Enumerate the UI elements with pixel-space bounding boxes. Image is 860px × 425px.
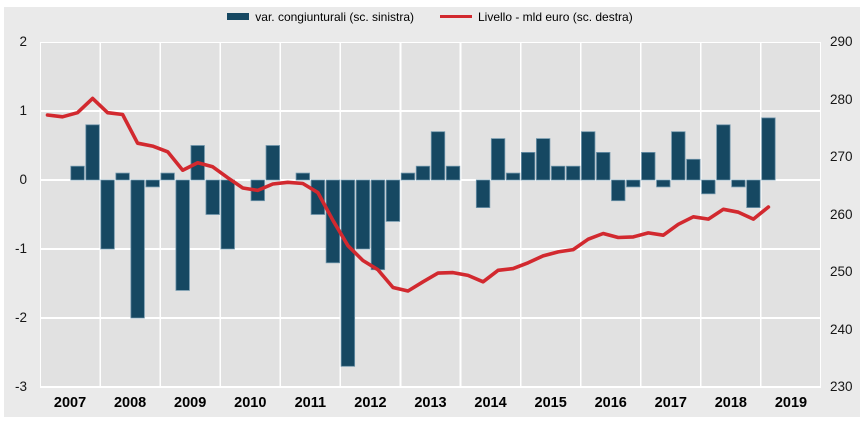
x-axis-year-label: 2011 bbox=[294, 395, 327, 411]
legend: var. congiunturali (sc. sinistra) Livell… bbox=[0, 8, 860, 25]
x-axis-year-label: 2016 bbox=[594, 395, 627, 411]
plot-area bbox=[40, 42, 821, 388]
right-axis-tick: 260 bbox=[830, 206, 853, 222]
qoq-variation-bar bbox=[686, 158, 701, 181]
right-axis-tick: 240 bbox=[830, 321, 853, 337]
x-axis-year-label: 2013 bbox=[414, 395, 447, 411]
qoq-variation-bar bbox=[220, 179, 235, 250]
level-line bbox=[45, 96, 771, 293]
qoq-variation-bar bbox=[205, 179, 220, 215]
legend-line-label: Livello - mld euro (sc. destra) bbox=[478, 9, 633, 24]
x-axis-year-label: 2017 bbox=[654, 395, 687, 411]
qoq-variation-bar bbox=[145, 179, 160, 188]
left-axis-tick: 1 bbox=[19, 103, 27, 118]
right-axis-tick: 290 bbox=[830, 34, 853, 49]
qoq-variation-bar bbox=[355, 179, 371, 250]
x-axis-year-label: 2018 bbox=[714, 395, 747, 411]
qoq-variation-bar bbox=[430, 131, 446, 181]
qoq-variation-bar bbox=[160, 172, 175, 181]
qoq-variation-bar bbox=[310, 179, 326, 215]
qoq-variation-bar bbox=[626, 179, 641, 188]
qoq-variation-bar bbox=[505, 172, 521, 181]
legend-bars-label: var. congiunturali (sc. sinistra) bbox=[255, 9, 414, 24]
qoq-variation-bar bbox=[596, 152, 611, 181]
left-axis-tick: -2 bbox=[14, 310, 27, 325]
x-axis-year-label: 2008 bbox=[113, 395, 147, 411]
qoq-variation-bar bbox=[731, 179, 746, 188]
left-axis-tick: 2 bbox=[19, 34, 27, 49]
right-axis-tick: 250 bbox=[830, 264, 853, 279]
qoq-variation-bar bbox=[445, 165, 461, 181]
qoq-variation-bar bbox=[115, 172, 130, 181]
qoq-variation-bar bbox=[265, 145, 280, 181]
qoq-variation-bar bbox=[641, 152, 656, 181]
qoq-variation-bar bbox=[475, 179, 491, 209]
left-axis-tick: 0 bbox=[19, 172, 27, 187]
legend-item-bars: var. congiunturali (sc. sinistra) bbox=[227, 10, 414, 24]
bar-series-swatch-icon bbox=[227, 13, 250, 20]
qoq-variation-bar bbox=[716, 124, 731, 181]
qoq-variation-bar bbox=[566, 165, 581, 181]
left-axis-tick: -1 bbox=[14, 241, 27, 256]
x-axis-year-label: 2007 bbox=[53, 395, 87, 411]
qoq-variation-bar bbox=[535, 138, 551, 181]
qoq-variation-bar bbox=[581, 131, 596, 181]
x-axis-year-label: 2014 bbox=[474, 395, 507, 411]
qoq-variation-bar bbox=[656, 179, 671, 188]
qoq-variation-bar bbox=[175, 179, 190, 291]
qoq-variation-bar bbox=[490, 138, 506, 181]
qoq-variation-bar bbox=[85, 124, 100, 181]
qoq-variation-bar bbox=[385, 179, 401, 222]
qoq-variation-bar bbox=[701, 179, 716, 195]
x-axis-year-label: 2012 bbox=[354, 395, 387, 411]
qoq-variation-bar bbox=[611, 179, 626, 202]
qoq-variation-bar bbox=[746, 179, 761, 209]
qoq-variation-bar bbox=[551, 165, 566, 181]
qoq-variation-bar bbox=[520, 152, 536, 181]
x-axis-year-label: 2015 bbox=[534, 395, 567, 411]
qoq-variation-bar bbox=[400, 172, 416, 181]
right-axis-tick: 230 bbox=[830, 379, 853, 394]
x-axis-year-label: 2019 bbox=[774, 395, 808, 411]
plot-background bbox=[40, 42, 821, 388]
line-series-swatch-icon bbox=[440, 14, 472, 19]
qoq-variation-bar bbox=[671, 131, 686, 181]
x-axis-year-label: 2009 bbox=[174, 395, 207, 411]
qoq-variation-bar bbox=[340, 179, 356, 367]
qoq-variation-bar bbox=[415, 165, 431, 181]
right-axis-tick: 270 bbox=[830, 149, 853, 164]
right-axis-tick: 280 bbox=[830, 91, 853, 107]
left-axis-tick: -3 bbox=[14, 379, 27, 394]
x-axis-year-label: 2010 bbox=[234, 395, 267, 411]
qoq-variation-bar bbox=[130, 179, 145, 319]
legend-item-line: Livello - mld euro (sc. destra) bbox=[440, 10, 633, 24]
qoq-variation-bar bbox=[370, 179, 386, 271]
qoq-variation-bar bbox=[70, 165, 85, 181]
qoq-variation-bar bbox=[295, 172, 310, 181]
qoq-variation-bar bbox=[761, 117, 776, 181]
qoq-variation-bar bbox=[100, 179, 115, 250]
